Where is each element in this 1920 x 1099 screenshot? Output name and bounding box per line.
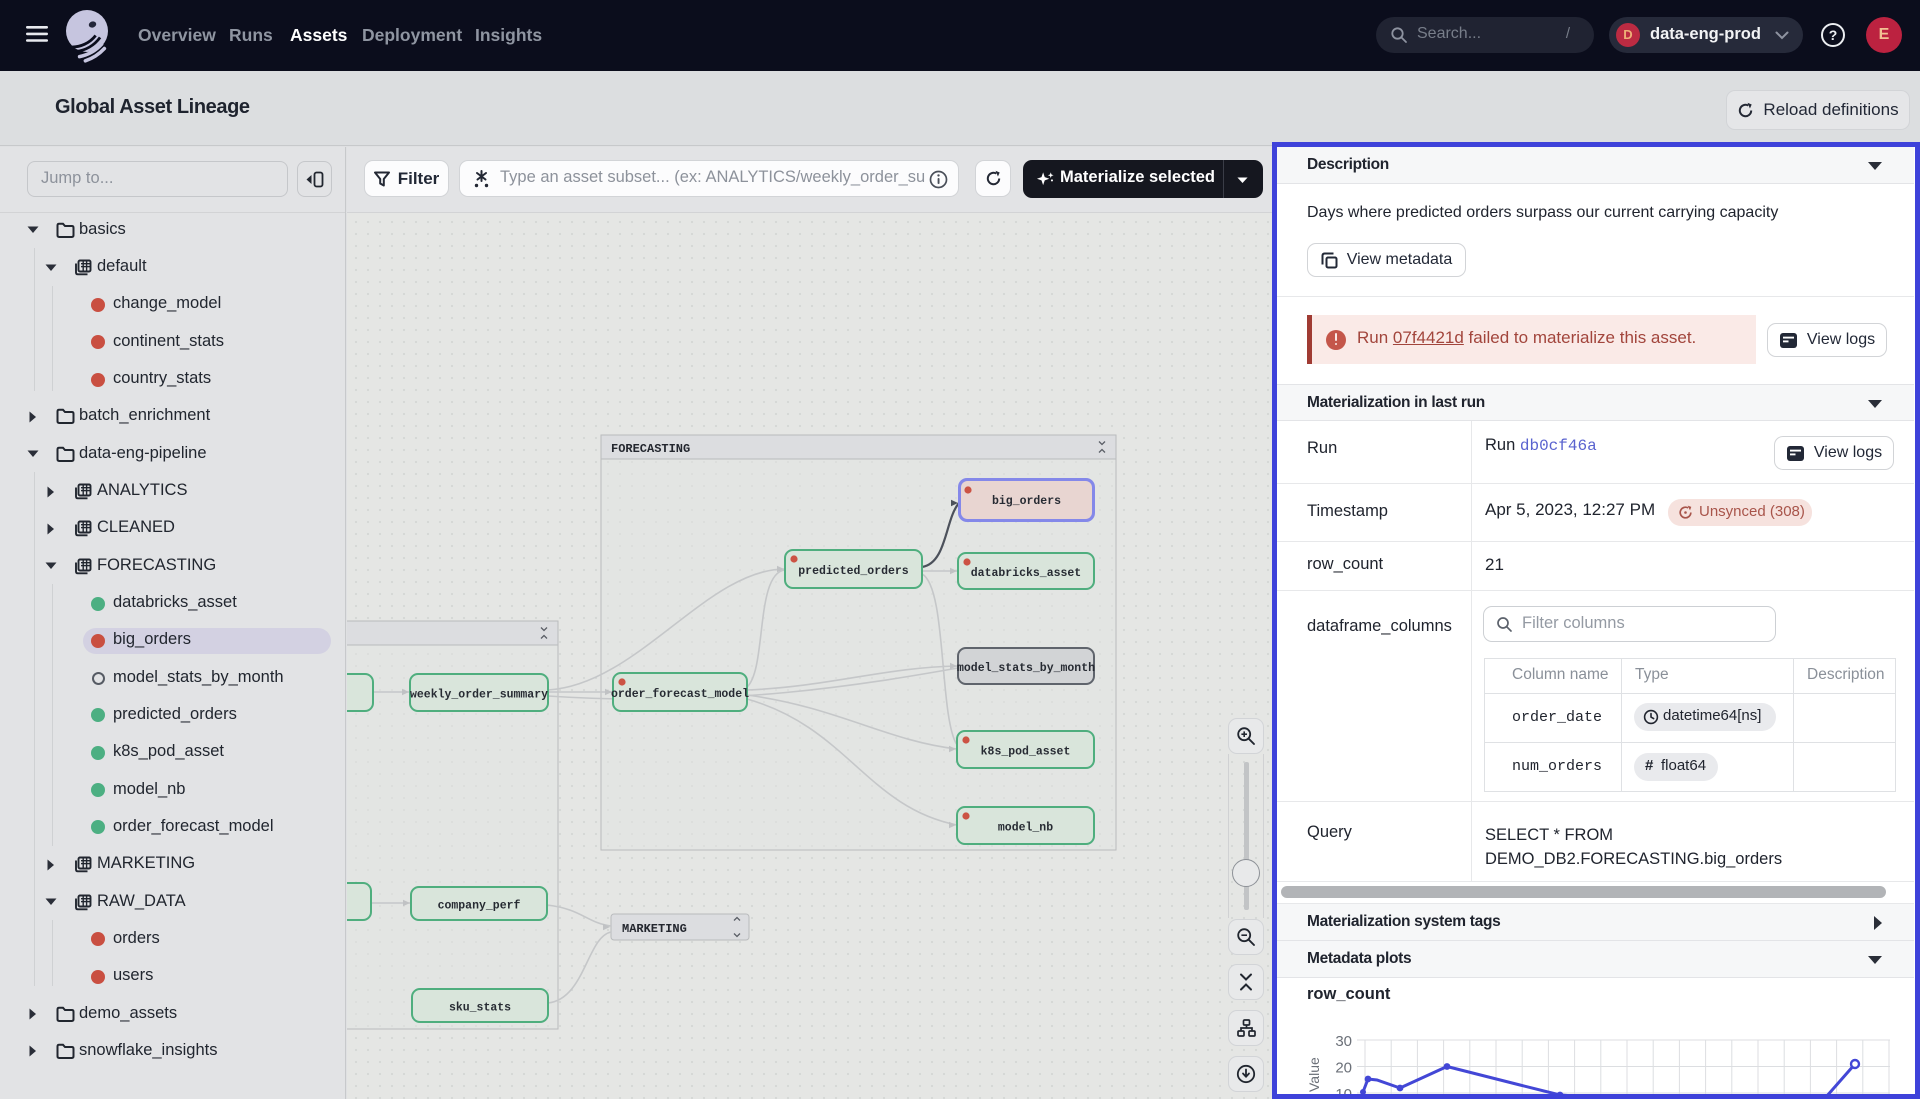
- svg-text:order_forecast_model: order_forecast_model: [611, 688, 749, 701]
- svg-text:10: 10: [1335, 1086, 1352, 1094]
- svg-text:predicted_orders: predicted_orders: [798, 565, 909, 578]
- svg-text:big_orders: big_orders: [992, 495, 1061, 508]
- svg-text:model_nb: model_nb: [998, 822, 1053, 835]
- svg-text:databricks_asset: databricks_asset: [971, 567, 1081, 580]
- svg-text:sku_stats: sku_stats: [449, 1002, 511, 1015]
- svg-text:Value: Value: [1306, 1057, 1322, 1092]
- svg-text:weekly_order_summary: weekly_order_summary: [410, 689, 548, 702]
- svg-text:model_stats_by_month: model_stats_by_month: [957, 662, 1095, 675]
- svg-text:?: ?: [1829, 27, 1838, 43]
- svg-text:30: 30: [1335, 1033, 1352, 1050]
- svg-text:k8s_pod_asset: k8s_pod_asset: [981, 746, 1071, 759]
- svg-text:20: 20: [1335, 1060, 1352, 1077]
- svg-text:company_perf: company_perf: [438, 900, 521, 913]
- svg-text:FORECASTING: FORECASTING: [611, 442, 690, 456]
- svg-text:MARKETING: MARKETING: [622, 922, 687, 936]
